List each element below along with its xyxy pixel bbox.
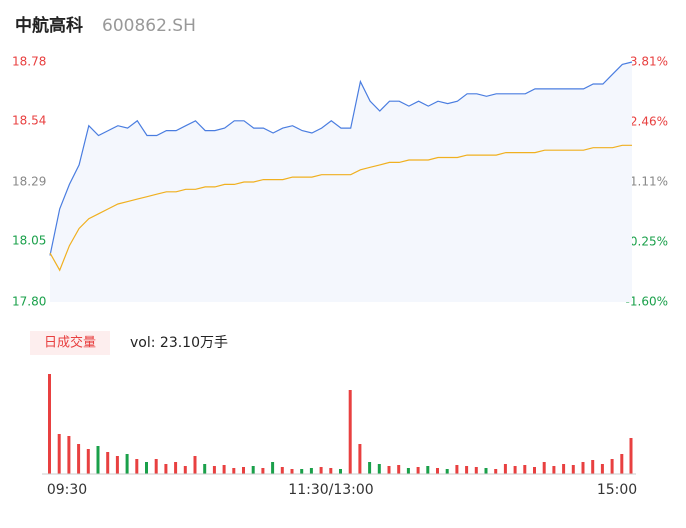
volume-bar <box>629 438 633 474</box>
y-tick-label: 18.78 <box>12 55 46 69</box>
volume-bar <box>329 468 333 474</box>
volume-bar <box>339 469 342 474</box>
volume-bar <box>96 446 100 474</box>
y-tick-label: 18.29 <box>12 175 46 189</box>
volume-bar <box>319 467 323 474</box>
volume-bar <box>309 468 313 474</box>
volume-title: 日成交量 <box>44 335 96 351</box>
volume-bar <box>193 456 197 474</box>
volume-bar <box>135 459 139 474</box>
volume-bar <box>183 466 187 474</box>
volume-bar <box>212 466 216 474</box>
volume-bar <box>591 460 595 474</box>
volume-bar <box>445 469 449 474</box>
x-tick-label: 15:00 <box>597 482 637 498</box>
volume-bar <box>174 462 178 474</box>
volume-bar <box>251 466 255 474</box>
volume-bar <box>222 465 226 474</box>
y2-tick-label: 2.46% <box>630 114 668 128</box>
volume-bar <box>465 466 469 474</box>
y2-tick-label: 1.11% <box>630 174 668 188</box>
volume-bar <box>242 467 245 474</box>
volume-badge <box>30 331 110 355</box>
volume-bar <box>115 456 119 474</box>
volume-bar <box>125 454 129 474</box>
y2-tick-label: -0.25% <box>626 235 668 249</box>
volume-bar <box>377 464 381 474</box>
volume-bar <box>48 374 51 474</box>
volume-bar <box>474 467 478 474</box>
volume-bar <box>552 466 556 474</box>
y-tick-label: 17.80 <box>12 295 46 309</box>
volume-bar <box>358 444 362 474</box>
volume-bar <box>271 462 275 474</box>
volume-bar <box>67 436 71 474</box>
volume-bar <box>203 464 207 474</box>
volume-bar <box>106 452 110 474</box>
volume-bar <box>77 444 81 474</box>
volume-bar <box>368 462 372 474</box>
stock-code: 600862.SH <box>102 16 196 36</box>
volume-bar <box>513 466 517 474</box>
volume-bar <box>494 469 498 474</box>
price-area <box>50 62 632 302</box>
volume-bar <box>455 465 459 474</box>
volume-bar <box>542 462 546 474</box>
volume-bar <box>290 469 294 474</box>
volume-bar <box>503 464 507 474</box>
volume-bar <box>581 462 585 474</box>
volume-bar <box>232 468 236 474</box>
volume-bar <box>533 467 536 474</box>
volume-bar <box>348 390 352 474</box>
volume-bar <box>620 454 624 474</box>
volume-bar <box>426 466 430 474</box>
volume-bar <box>57 434 61 474</box>
volume-bar <box>610 459 614 474</box>
price-line <box>49 61 633 256</box>
y-tick-label: 18.05 <box>12 233 46 247</box>
volume-bar <box>164 464 168 474</box>
volume-total: vol: 23.10万手 <box>130 335 228 351</box>
volume-bar <box>562 464 566 474</box>
volume-bar <box>154 459 158 474</box>
volume-bar <box>571 465 575 474</box>
volume-bar <box>387 466 391 474</box>
volume-bar <box>280 467 284 474</box>
x-tick-label: 09:30 <box>47 482 87 498</box>
volume-bar <box>86 449 90 474</box>
volume-bar <box>416 467 420 474</box>
x-tick-label: 11:30/13:00 <box>288 482 373 498</box>
volume-bar <box>300 469 304 474</box>
y2-tick-label: -1.60% <box>626 295 668 309</box>
volume-bar <box>436 468 439 474</box>
volume-bar <box>406 468 410 474</box>
volume-bar <box>261 468 265 474</box>
volume-bar <box>397 465 401 474</box>
volume-bar <box>600 464 604 474</box>
volume-bar <box>484 468 488 474</box>
y2-tick-label: 3.81% <box>630 55 668 69</box>
stock-name: 中航高科 <box>15 15 83 36</box>
y-tick-label: 18.54 <box>12 113 46 127</box>
volume-bar <box>145 462 148 474</box>
volume-bar <box>523 465 527 474</box>
average-line <box>49 144 632 272</box>
